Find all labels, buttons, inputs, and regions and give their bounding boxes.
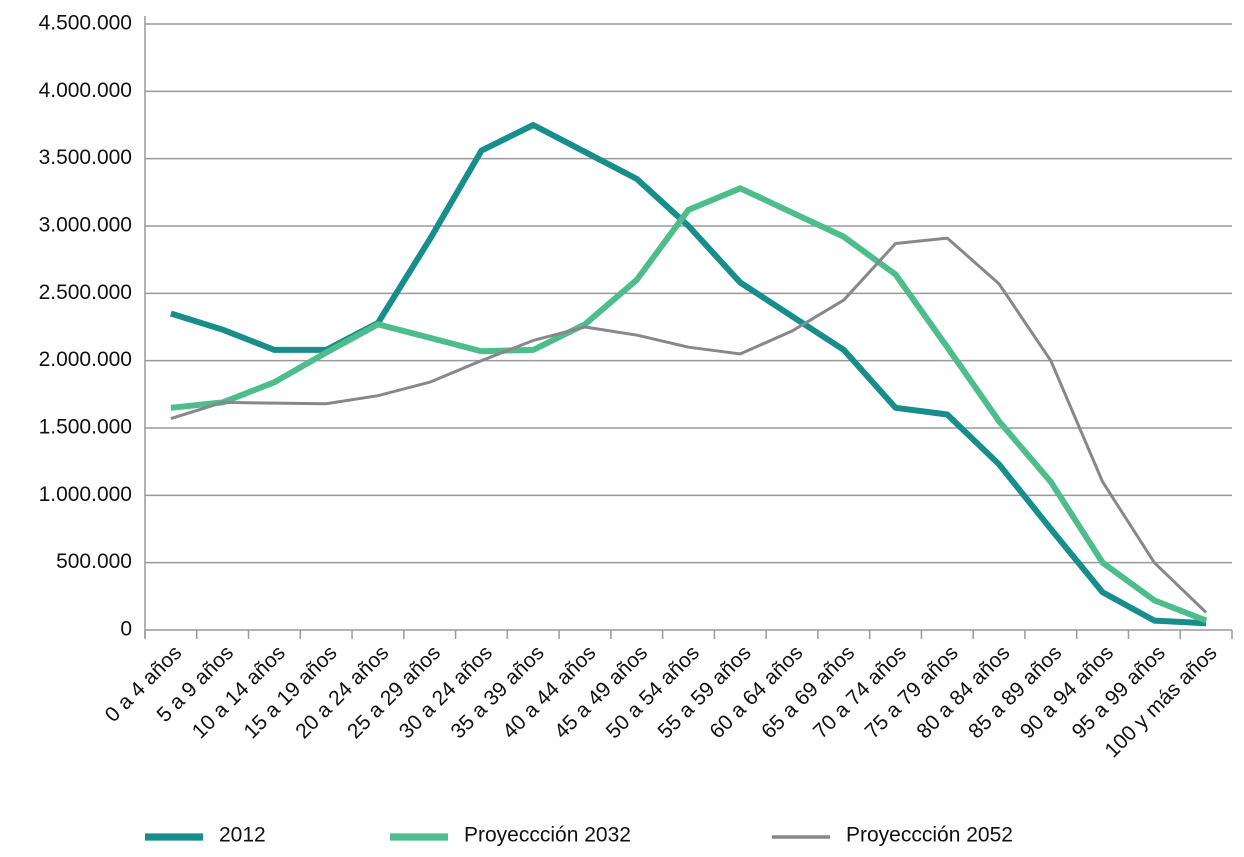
series-line xyxy=(169,122,1207,627)
y-tick-label: 4.500.000 xyxy=(39,12,132,35)
legend-label: Proyeccción 2032 xyxy=(464,824,631,847)
legend-label: 2012 xyxy=(219,824,266,847)
y-tick-label: 1.500.000 xyxy=(39,416,132,439)
y-tick-label: 500.000 xyxy=(56,550,132,573)
y-tick-label: 0 xyxy=(120,618,132,641)
y-tick-label: 1.000.000 xyxy=(39,483,132,506)
series-line xyxy=(170,185,1208,624)
y-tick-label: 4.000.000 xyxy=(39,79,132,102)
y-tick-label: 2.000.000 xyxy=(39,348,132,371)
y-tick-label: 3.500.000 xyxy=(39,146,132,169)
legend-label: Proyeccción 2052 xyxy=(846,824,1013,847)
y-tick-label: 2.500.000 xyxy=(39,281,132,304)
series-line xyxy=(170,236,1208,614)
y-tick-label: 3.000.000 xyxy=(39,214,132,237)
